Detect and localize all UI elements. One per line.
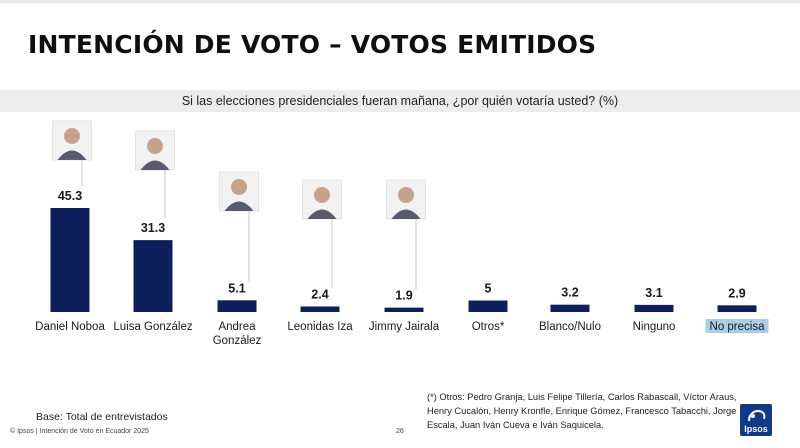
ipsos-logo: Ipsos <box>740 404 772 436</box>
category-label-andrea-gonzalez: González <box>213 335 262 347</box>
ipsos-logo-icon <box>748 410 766 422</box>
bar-leonidas-iza <box>300 306 340 312</box>
highlight-no-precisa <box>705 319 769 333</box>
category-label-leonidas-iza: Leonidas Iza <box>287 321 353 333</box>
portrait-head <box>314 187 330 203</box>
portrait-head <box>231 179 247 195</box>
portrait-shoulders <box>391 209 421 219</box>
portrait-icon <box>224 179 254 211</box>
portrait-icon <box>140 138 170 170</box>
value-label-leonidas-iza: 2.4 <box>311 287 328 301</box>
photo-andrea-gonzalez <box>219 171 259 212</box>
photo-leonidas-iza <box>302 179 342 220</box>
question-text: Si las elecciones presidenciales fueran … <box>181 94 619 108</box>
category-label-jimmy-jairala: Jimmy Jairala <box>369 321 440 333</box>
category-label-daniel-noboa: Daniel Noboa <box>35 321 105 333</box>
portrait-shoulders <box>307 209 337 219</box>
bar-andrea-gonzalez <box>217 300 257 312</box>
value-label-otros: 5 <box>485 282 492 296</box>
bar-otros <box>468 300 508 312</box>
value-label-jimmy-jairala: 1.9 <box>395 289 412 303</box>
category-label-no-precisa: No precisa <box>710 321 766 333</box>
logo-text: Ipsos <box>744 424 768 434</box>
category-label-ninguno: Ninguno <box>633 321 676 333</box>
others-footnote: (*) Otros: Pedro Granja, Luis Felipe Til… <box>427 392 737 430</box>
portrait-shoulders <box>140 160 170 170</box>
value-label-no-precisa: 2.9 <box>728 286 745 300</box>
portrait-icon <box>391 187 421 219</box>
value-label-andrea-gonzalez: 5.1 <box>228 281 245 295</box>
portrait-head <box>398 187 414 203</box>
bar-no-precisa <box>717 305 757 312</box>
portrait-shoulders <box>57 150 87 160</box>
portrait-icon <box>57 128 87 160</box>
copyright-text: © Ipsos | Intención de Voto en Ecuador 2… <box>10 428 149 435</box>
portrait-head <box>64 128 80 144</box>
value-label-blanco-nulo: 3.2 <box>561 286 578 300</box>
question-banner: Si las elecciones presidenciales fueran … <box>0 90 800 112</box>
bar-jimmy-jairala <box>384 307 424 312</box>
portrait-shoulders <box>224 201 254 211</box>
value-label-luisa-gonzalez: 31.3 <box>141 221 165 235</box>
top-divider <box>0 0 800 3</box>
category-label-andrea-gonzalez: Andrea <box>218 321 256 333</box>
bar-luisa-gonzalez <box>133 240 173 312</box>
page-number: 26 <box>396 428 404 435</box>
vote-intention-bar-chart: 45.3 Daniel Noboa 31.3 Luisa González 5.1 And… <box>35 120 769 347</box>
photo-luisa-gonzalez <box>135 130 175 171</box>
category-label-blanco-nulo: Blanco/Nulo <box>539 321 601 333</box>
photo-daniel-noboa <box>52 120 92 161</box>
value-label-ninguno: 3.1 <box>645 286 662 300</box>
portrait-icon <box>307 187 337 219</box>
page-title: INTENCIÓN DE VOTO – VOTOS EMITIDOS <box>28 30 597 59</box>
photo-jimmy-jairala <box>386 179 426 220</box>
bar-daniel-noboa <box>50 208 90 312</box>
category-label-otros: Otros* <box>472 321 505 333</box>
bar-ninguno <box>634 304 674 312</box>
value-label-daniel-noboa: 45.3 <box>58 189 82 203</box>
portrait-head <box>147 138 163 154</box>
bar-blanco-nulo <box>550 304 590 312</box>
category-label-luisa-gonzalez: Luisa González <box>113 321 193 333</box>
base-note: Base: Total de entrevistados <box>36 411 168 423</box>
